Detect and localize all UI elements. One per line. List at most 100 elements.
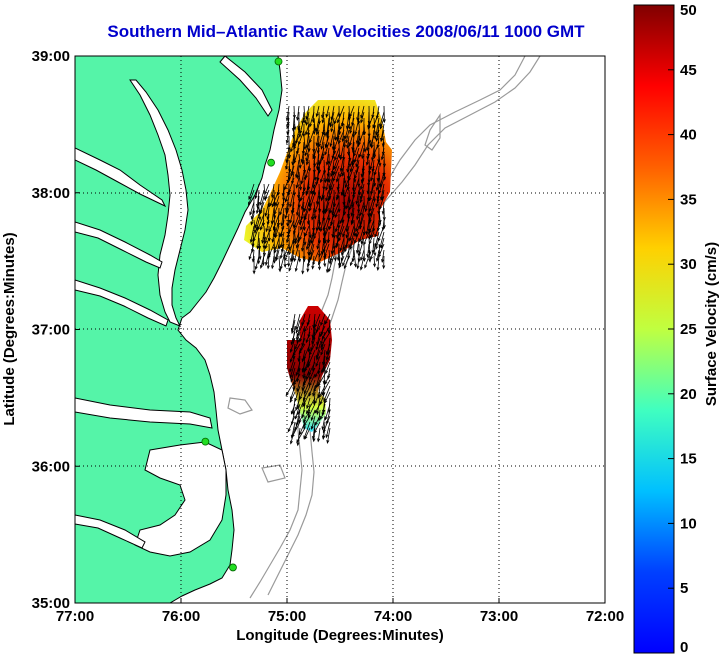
- velocity-arrow: [299, 385, 306, 400]
- velocity-arrow-head: [329, 257, 333, 262]
- velocity-arrow: [285, 379, 296, 396]
- velocity-arrow-head: [324, 151, 328, 156]
- velocity-arrow: [289, 391, 296, 403]
- velocity-arrow-head: [269, 202, 273, 207]
- velocity-arrow-head: [354, 240, 357, 245]
- velocity-arrow: [304, 141, 310, 156]
- velocity-arrow-head: [365, 161, 369, 166]
- x-tick-label: 76:00: [162, 608, 200, 625]
- velocity-arrow-head: [375, 187, 379, 192]
- velocity-arrow-head: [333, 257, 337, 262]
- velocity-arrow: [342, 123, 345, 142]
- velocity-arrow: [291, 195, 295, 214]
- velocity-arrow: [309, 243, 315, 261]
- velocity-arrow-head: [330, 171, 335, 176]
- velocity-arrow-head: [310, 425, 314, 430]
- velocity-arrow-head: [364, 208, 368, 213]
- velocity-arrow: [311, 331, 316, 344]
- velocity-arrow: [338, 225, 345, 241]
- neuse-river: [75, 514, 146, 549]
- velocity-arrow: [312, 249, 320, 265]
- velocity-arrow-head: [308, 382, 312, 387]
- velocity-arrow: [343, 135, 346, 148]
- velocity-arrow-head: [347, 255, 351, 260]
- velocity-arrow: [264, 237, 270, 249]
- velocity-arrow-head: [248, 256, 252, 261]
- velocity-arrow: [381, 237, 385, 248]
- chesapeake-bay: [129, 79, 189, 327]
- velocity-arrow: [312, 255, 315, 269]
- velocity-arrow: [379, 111, 385, 127]
- x-tick-label: 72:00: [586, 608, 624, 625]
- velocity-arrow: [325, 421, 331, 438]
- velocity-arrow: [324, 313, 331, 325]
- velocity-arrow: [335, 237, 340, 248]
- velocity-arrow: [319, 391, 326, 405]
- velocity-arrow-head: [315, 201, 319, 206]
- velocity-arrow: [287, 213, 290, 226]
- velocity-arrow-head: [305, 339, 309, 344]
- velocity-arrow: [318, 231, 320, 244]
- velocity-arrow: [379, 195, 385, 210]
- velocity-arrow: [306, 153, 310, 165]
- velocity-arrow-head: [286, 222, 290, 227]
- velocity-arrow: [360, 189, 365, 203]
- velocity-arrow: [303, 319, 311, 332]
- velocity-arrow-head: [254, 224, 258, 229]
- velocity-arrow: [349, 231, 355, 249]
- velocity-arrow-head: [311, 265, 315, 270]
- velocity-arrow: [299, 207, 305, 224]
- velocity-arrow: [343, 255, 350, 269]
- velocity-arrow-head: [289, 440, 293, 445]
- velocity-arrow: [367, 147, 370, 160]
- velocity-arrow: [356, 237, 360, 254]
- velocity-arrow-head: [321, 156, 325, 161]
- velocity-arrow-head: [290, 148, 294, 153]
- velocity-arrow: [248, 243, 255, 260]
- velocity-arrow-head: [250, 248, 254, 253]
- velocity-arrow: [360, 255, 365, 270]
- velocity-arrow-head: [361, 155, 365, 160]
- velocity-arrow: [323, 225, 326, 243]
- velocity-arrow: [313, 313, 316, 328]
- velocity-arrow: [337, 177, 340, 190]
- velocity-arrow-head: [316, 245, 320, 250]
- velocity-arrow-head: [294, 268, 298, 273]
- velocity-arrow: [325, 201, 330, 212]
- velocity-arrow: [297, 391, 301, 409]
- velocity-arrow-head: [355, 228, 359, 233]
- velocity-arrow: [351, 201, 355, 216]
- velocity-arrow-head: [298, 419, 302, 424]
- velocity-arrow: [378, 213, 381, 226]
- velocity-arrow: [369, 207, 375, 223]
- velocity-arrow: [304, 201, 310, 219]
- velocity-arrow-head: [335, 244, 339, 249]
- velocity-arrow: [346, 111, 350, 129]
- velocity-arrow-head: [289, 219, 293, 224]
- velocity-arrow-head: [315, 131, 319, 136]
- velocity-arrow: [322, 111, 325, 123]
- velocity-arrow: [369, 153, 375, 170]
- velocity-arrow-head: [325, 186, 329, 192]
- velocity-arrow: [248, 189, 255, 205]
- velocity-arrow: [378, 207, 381, 223]
- velocity-arrow: [330, 165, 335, 177]
- velocity-arrow: [307, 213, 310, 225]
- velocity-arrow-head: [307, 334, 311, 339]
- x-tick-label: 77:00: [56, 608, 94, 625]
- velocity-arrow: [366, 219, 370, 235]
- velocity-arrow: [309, 231, 315, 244]
- velocity-arrow: [367, 243, 370, 258]
- velocity-arrow: [328, 249, 331, 264]
- velocity-arrow-head: [322, 209, 326, 214]
- velocity-arrow-head: [365, 231, 369, 236]
- velocity-arrow-head: [325, 208, 329, 213]
- velocity-arrow-head: [378, 162, 382, 167]
- velocity-arrow-head: [280, 222, 284, 227]
- velocity-arrow: [326, 165, 330, 182]
- y-tick-label: 38:00: [32, 185, 70, 202]
- velocity-arrow: [329, 195, 335, 214]
- velocity-arrow: [320, 313, 326, 326]
- velocity-arrow-head: [271, 238, 275, 243]
- velocity-arrow-head: [264, 212, 268, 217]
